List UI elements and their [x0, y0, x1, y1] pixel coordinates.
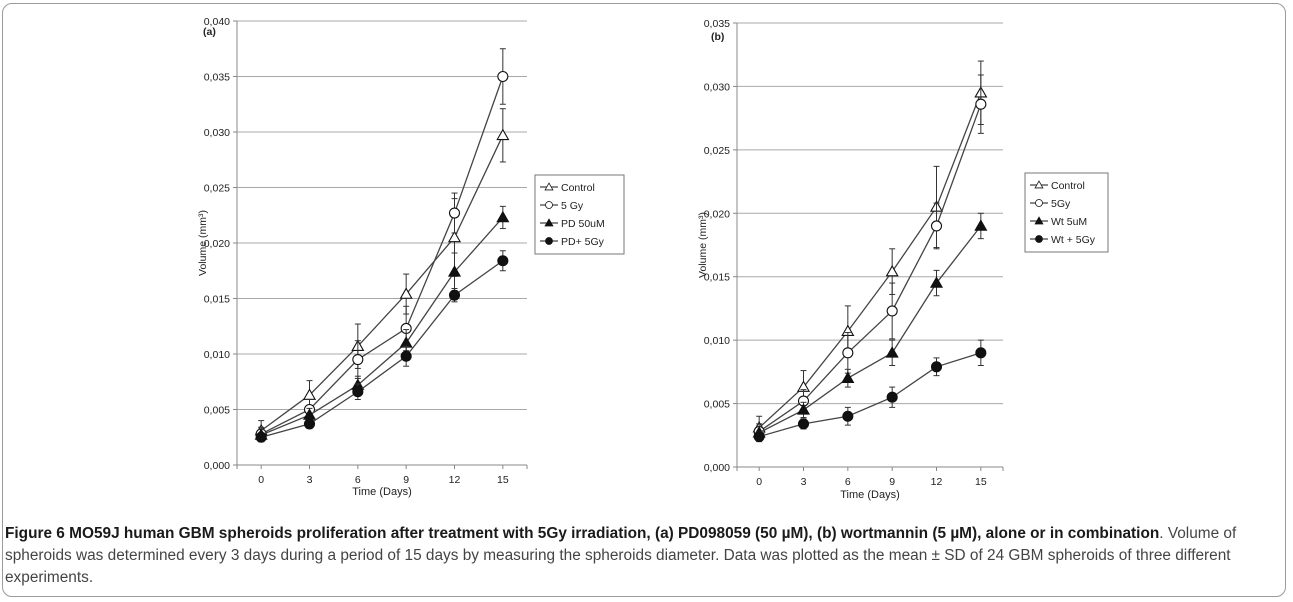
- figure-caption: Figure 6 MO59J human GBM spheroids proli…: [5, 523, 1283, 589]
- data-point: [975, 347, 987, 359]
- x-tick-label: 12: [449, 474, 461, 486]
- y-tick-label: 0,025: [704, 145, 730, 157]
- data-point: [975, 98, 987, 110]
- y-tick-label: 0,015: [204, 294, 230, 306]
- panel-label: (b): [711, 31, 724, 43]
- caption-body: . Volume of spheroids was determined eve…: [5, 525, 1237, 586]
- y-tick-label: 0,035: [204, 72, 230, 84]
- y-tick-label: 0,015: [704, 272, 730, 284]
- figure-frame: [2, 3, 1286, 597]
- data-point: [930, 220, 943, 232]
- y-tick-label: 0,020: [204, 238, 230, 250]
- data-point: [399, 287, 413, 299]
- data-point: [753, 431, 765, 443]
- x-axis-label: Time (Days): [840, 489, 899, 501]
- x-tick-label: 15: [975, 476, 987, 488]
- data-point: [400, 350, 412, 362]
- x-tick-label: 6: [355, 474, 361, 486]
- data-point: [448, 289, 461, 301]
- x-tick-label: 3: [307, 474, 313, 486]
- x-tick-label: 6: [845, 476, 851, 488]
- data-point: [842, 347, 854, 359]
- y-axis-label: Volume (mm³): [197, 210, 209, 276]
- legend-marker: [1035, 235, 1043, 243]
- data-point: [796, 403, 811, 415]
- legend-label: Control: [561, 182, 595, 194]
- series-line: [758, 225, 982, 434]
- legend-label: Wt 5uM: [1051, 216, 1087, 228]
- caption-label: Figure 6: [5, 525, 65, 542]
- data-point: [929, 276, 944, 288]
- y-tick-label: 0,025: [204, 183, 230, 195]
- legend-label: 5 Gy: [561, 200, 584, 212]
- y-tick-label: 0,005: [704, 399, 730, 411]
- data-point: [842, 410, 854, 422]
- data-point: [841, 371, 855, 383]
- data-point: [399, 336, 413, 348]
- legend-marker: [545, 237, 553, 245]
- data-point: [930, 361, 943, 373]
- data-point: [797, 418, 810, 430]
- y-tick-label: 0,040: [204, 16, 230, 28]
- y-tick-label: 0,020: [704, 208, 730, 220]
- legend-marker: [1034, 180, 1044, 189]
- y-axis-label: Volume (mm³): [697, 212, 709, 278]
- data-point: [255, 431, 267, 443]
- y-tick-label: 0,010: [704, 335, 730, 347]
- legend-marker: [545, 201, 553, 209]
- legend-label: PD 50uM: [561, 218, 605, 230]
- legend-marker: [544, 182, 554, 191]
- series-line: [260, 76, 504, 435]
- legend-label: Control: [1051, 180, 1085, 192]
- data-point: [886, 391, 898, 403]
- y-tick-label: 0,005: [204, 405, 230, 417]
- data-point: [974, 219, 988, 231]
- x-tick-label: 12: [931, 476, 943, 488]
- data-point: [497, 255, 509, 267]
- legend-marker: [544, 218, 554, 227]
- data-point: [497, 70, 509, 83]
- data-point: [885, 346, 899, 358]
- x-tick-label: 9: [403, 474, 409, 486]
- x-tick-label: 3: [801, 476, 807, 488]
- y-tick-label: 0,030: [204, 127, 230, 139]
- legend-label: 5Gy: [1051, 198, 1071, 210]
- y-tick-label: 0,010: [204, 349, 230, 361]
- data-point: [352, 353, 364, 366]
- chart-panel-a: 0,000 0,005 0,010 0,015 0,020 0,025 0,030 0,035…: [197, 16, 625, 498]
- series-line: [260, 217, 504, 436]
- data-point: [448, 207, 461, 219]
- data-point: [496, 128, 510, 141]
- y-tick-label: 0,000: [204, 460, 230, 472]
- series-line: [260, 260, 504, 438]
- y-tick-label: 0,030: [704, 81, 730, 93]
- y-tick-label: 0,000: [704, 462, 730, 474]
- legend-marker: [1035, 199, 1043, 207]
- y-tick-label: 0,035: [704, 18, 730, 30]
- x-tick-label: 0: [258, 474, 264, 486]
- x-tick-label: 0: [756, 476, 762, 488]
- x-axis-label: Time (Days): [352, 486, 411, 498]
- data-point: [885, 264, 899, 277]
- legend-marker: [1034, 216, 1044, 225]
- series-line: [758, 103, 982, 433]
- data-point: [352, 386, 364, 398]
- series-line: [758, 92, 982, 429]
- x-tick-label: 9: [889, 476, 895, 488]
- legend-label: PD+ 5Gy: [561, 236, 605, 248]
- data-point: [886, 305, 898, 317]
- data-point: [447, 230, 462, 243]
- caption-bold-title: MO59J human GBM spheroids proliferation …: [69, 525, 1160, 542]
- x-tick-label: 15: [497, 474, 509, 486]
- data-point: [447, 265, 462, 277]
- figure-panels: 0,000 0,005 0,010 0,015 0,020 0,025 0,030 0,035…: [197, 16, 1109, 501]
- series-line: [260, 135, 504, 432]
- series-line: [758, 352, 982, 438]
- data-point: [496, 210, 510, 223]
- data-point: [303, 418, 316, 430]
- chart-panel-b: 0,000 0,005 0,010 0,015 0,020 0,025 0,030 0,035…: [697, 18, 1109, 501]
- legend-label: Wt + 5Gy: [1051, 234, 1096, 246]
- panel-label: (a): [203, 26, 216, 38]
